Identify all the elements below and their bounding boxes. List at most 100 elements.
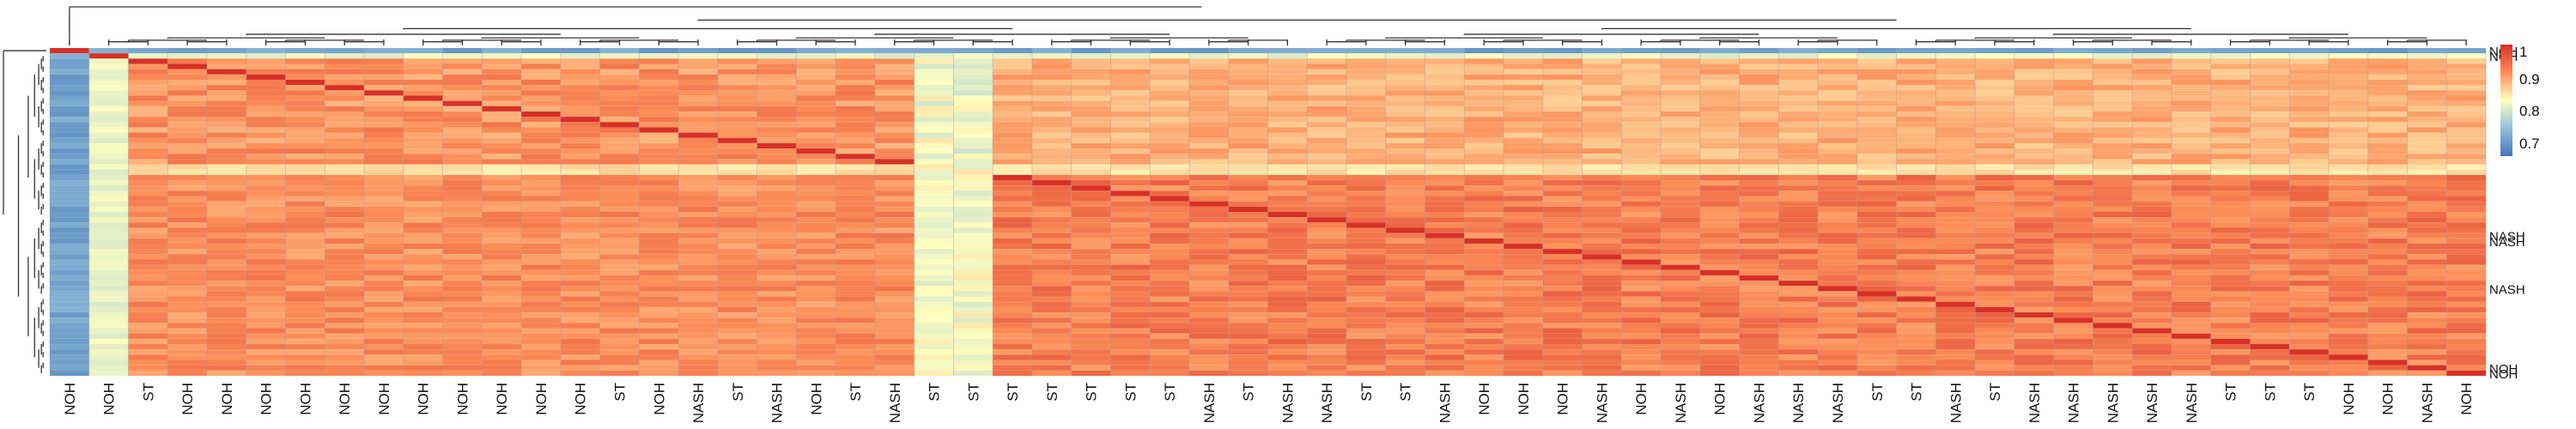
heatmap-cell [1188,233,1229,239]
heatmap-cell [1267,196,1308,202]
heatmap-cell [1504,243,1543,250]
legend-tick-1: 1 [2519,44,2527,60]
heatmap-cell [2446,344,2486,350]
heatmap-cell [364,249,404,255]
heatmap-cell [2053,306,2093,313]
heatmap-cell [717,291,757,297]
heatmap-cell [953,48,993,54]
heatmap-cell [1739,142,1779,149]
heatmap-cell [482,349,522,355]
heatmap-cell [1188,148,1229,154]
heatmap-cell [1307,111,1347,118]
heatmap-cell [993,301,1032,307]
heatmap-cell [246,137,286,143]
heatmap-cell [2014,142,2054,149]
heatmap-cell [88,127,129,133]
heatmap-cell [1307,95,1347,101]
heatmap-cell [1975,117,2014,123]
heatmap-cell [2053,217,2093,223]
heatmap-cell [521,306,561,313]
heatmap-cell [678,122,718,128]
heatmap-cell [678,296,718,302]
heatmap-cell [325,63,365,69]
heatmap-cell [1228,217,1268,223]
heatmap-cell [1975,190,2014,196]
heatmap-cell [2014,90,2054,96]
heatmap-cell [2250,269,2290,275]
heatmap-cell [1582,196,1622,202]
heatmap-cell [2093,106,2133,112]
heatmap-cell [325,85,365,91]
heatmap-cell [442,79,483,86]
column-label: NASH [1790,383,1807,423]
heatmap-cell [1346,233,1386,239]
heatmap-cell [50,243,89,250]
heatmap-cell [285,249,325,255]
heatmap-cell [678,206,718,212]
heatmap-cell [2210,333,2251,339]
heatmap-cell [88,122,129,128]
heatmap-cell [1739,58,1779,64]
heatmap-cell [1385,201,1425,207]
heatmap-cell [2210,217,2251,223]
heatmap-cell [1739,233,1779,239]
heatmap-cell [1542,212,1583,218]
heatmap-cell [1150,254,1189,260]
heatmap-cell [1778,306,1819,313]
heatmap-cell [1150,238,1189,244]
column-label: NOH [376,383,392,415]
heatmap-cell [1778,281,1819,287]
heatmap-cell [1856,48,1897,54]
heatmap-cell [756,201,797,207]
heatmap-cell [1188,296,1229,302]
heatmap-cell [756,53,797,59]
heatmap-cell [2132,180,2172,186]
heatmap-cell [2093,333,2133,339]
heatmap-cell [88,169,129,175]
heatmap-cell [2014,95,2054,101]
heatmap-cell [1739,201,1779,207]
heatmap-cell [403,212,443,218]
heatmap-cell [1346,264,1386,270]
heatmap-cell [1307,180,1347,186]
heatmap-cell [1542,286,1583,292]
heatmap-cell [914,212,954,218]
heatmap-cell [128,317,168,323]
heatmap-cell [2093,127,2133,133]
heatmap-cell [325,95,365,101]
heatmap-cell [678,249,718,255]
heatmap-cell [993,106,1032,112]
heatmap-cell [639,227,679,233]
column-label: NOH [416,383,432,415]
heatmap-cell [1228,365,1268,371]
heatmap-cell [599,100,640,106]
heatmap-cell [1307,74,1347,80]
heatmap-cell [1346,164,1386,170]
heatmap-cell [1307,296,1347,302]
heatmap-cell [1856,349,1897,355]
heatmap-cell [88,291,129,297]
column-label: NASH [1201,383,1218,423]
heatmap-cell [2093,254,2133,260]
heatmap-cell [1464,85,1504,91]
heatmap-cell [1818,117,1857,123]
heatmap-cell [953,142,993,149]
heatmap-cell [482,206,522,212]
heatmap-cell [639,53,679,59]
heatmap-cell [128,169,168,175]
heatmap-cell [1818,243,1857,250]
heatmap-cell [2367,206,2408,212]
heatmap-cell [442,301,483,307]
heatmap-cell [521,148,561,154]
heatmap-cell [207,370,246,376]
heatmap-cell [1661,117,1700,123]
heatmap-cell [2053,53,2093,59]
heatmap-cell [1385,243,1425,250]
heatmap-cell [207,190,246,196]
heatmap-cell [953,354,993,360]
heatmap-cell [1582,317,1622,323]
heatmap-cell [599,275,640,281]
heatmap-cell [1188,333,1229,339]
heatmap-cell [1228,74,1268,80]
heatmap-cell [717,137,757,143]
